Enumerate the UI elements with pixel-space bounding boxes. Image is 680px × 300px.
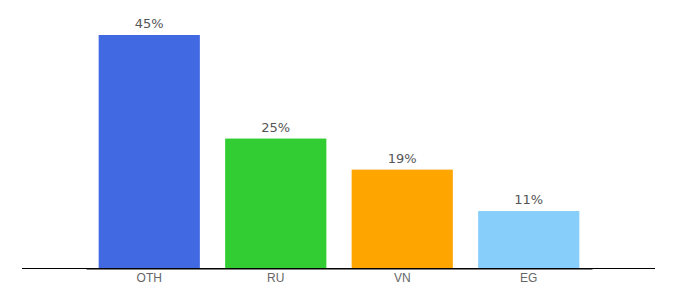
x-tick: VN [394, 271, 411, 285]
baseline [22, 268, 655, 269]
chart: OTH RU VN EG 45% 25% 19% 11% [0, 0, 680, 300]
data-label: 19% [388, 151, 417, 166]
bar [225, 139, 326, 268]
x-axis-line [87, 269, 593, 270]
bars [99, 35, 580, 268]
x-tick: EG [520, 271, 537, 285]
data-labels: 45% 25% 19% 11% [135, 16, 543, 207]
data-label: 11% [514, 192, 543, 207]
x-tick: OTH [137, 271, 162, 285]
x-tick-label: RU [267, 271, 284, 285]
x-tick-label: EG [520, 271, 537, 285]
x-tick-label: OTH [137, 271, 162, 285]
bar [478, 211, 579, 268]
data-label: 25% [261, 120, 290, 135]
x-tick-label: VN [394, 271, 411, 285]
data-label: 45% [135, 16, 164, 31]
bar [99, 35, 200, 268]
bar [352, 170, 453, 268]
x-axis: OTH RU VN EG [87, 269, 593, 285]
x-tick: RU [267, 271, 284, 285]
